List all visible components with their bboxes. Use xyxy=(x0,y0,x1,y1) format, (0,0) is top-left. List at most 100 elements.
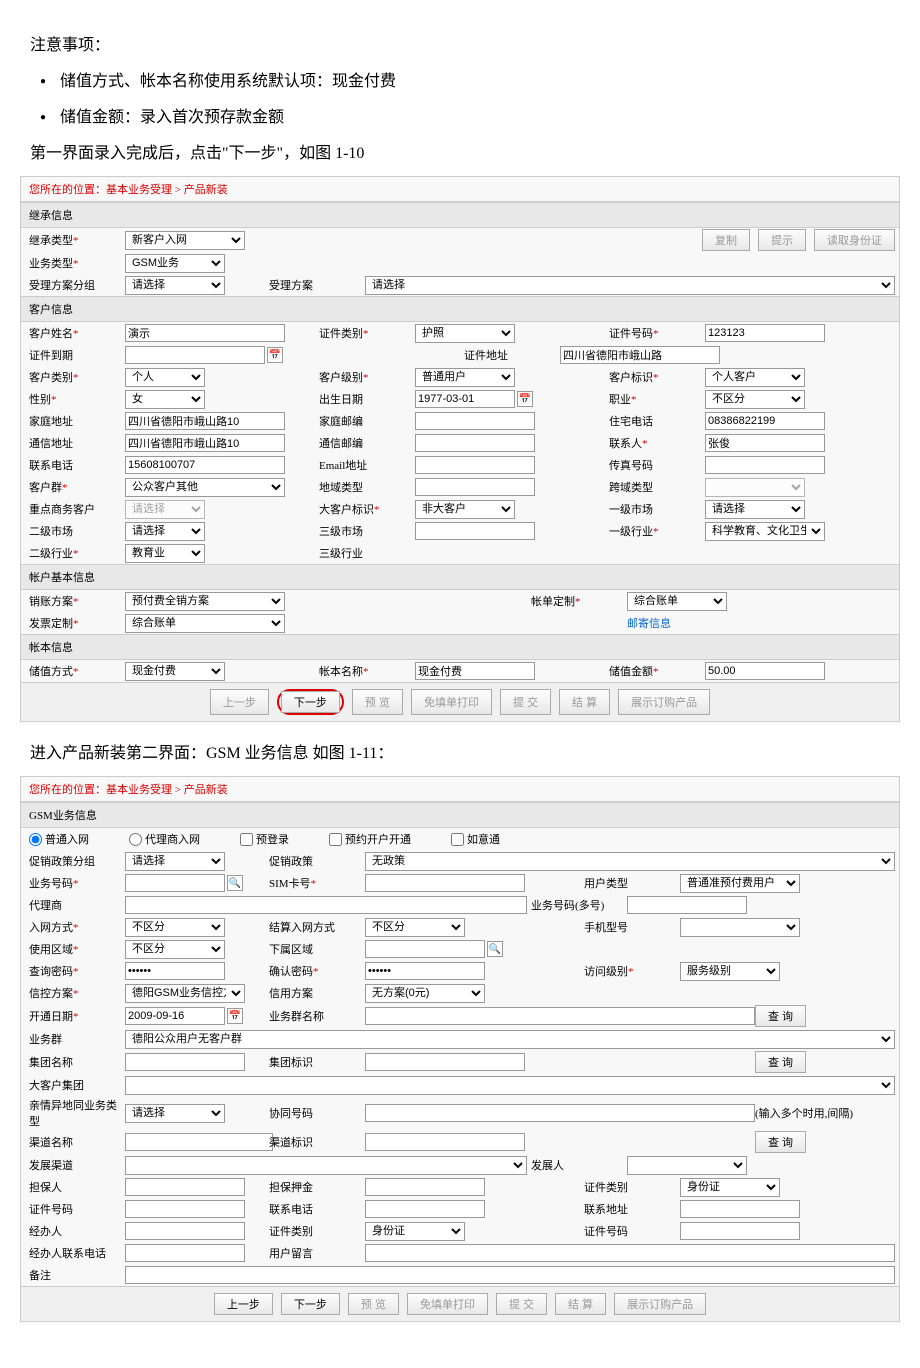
inp-zjdz[interactable] xyxy=(560,346,720,364)
sel-khbs[interactable]: 个人客户 xyxy=(705,368,805,387)
btn-copy[interactable]: 复制 xyxy=(702,229,750,251)
search-icon-2[interactable]: 🔍 xyxy=(487,941,503,957)
inp-khxm[interactable] xyxy=(125,324,285,342)
inp-qdmc[interactable] xyxy=(125,1133,273,1151)
btn-submit-1[interactable]: 提 交 xyxy=(500,689,551,715)
inp-zzdh[interactable] xyxy=(705,412,825,430)
inp-xthm[interactable] xyxy=(365,1104,755,1122)
btn-next-1[interactable]: 下一步 xyxy=(281,691,340,713)
chk-ydl[interactable]: 预登录 xyxy=(240,831,289,847)
inp-lxdz2[interactable] xyxy=(680,1200,800,1218)
radio-dlrw[interactable]: 代理商入网 xyxy=(129,831,200,847)
btn-submit-2[interactable]: 提 交 xyxy=(496,1293,547,1315)
inp-qdbz[interactable] xyxy=(365,1133,525,1151)
inp-jbr[interactable] xyxy=(125,1222,245,1240)
sel-slfafz[interactable]: 请选择 xyxy=(125,276,225,295)
btn-read-id[interactable]: 读取身份证 xyxy=(814,229,895,251)
inp-jtmc[interactable] xyxy=(125,1053,245,1071)
inp-cxmm[interactable] xyxy=(125,962,225,980)
sel-ywq[interactable]: 德阳公众用户无客户群 xyxy=(125,1030,895,1049)
sel-fpdz[interactable]: 综合账单 xyxy=(125,614,285,633)
inp-qrmm[interactable] xyxy=(365,962,485,980)
chk-ryt[interactable]: 如意通 xyxy=(451,831,500,847)
sel-ejhy[interactable]: 教育业 xyxy=(125,544,205,563)
inp-jbrlxdh[interactable] xyxy=(125,1244,245,1262)
sel-sjxh[interactable] xyxy=(680,918,800,937)
btn-preview-2[interactable]: 预 览 xyxy=(348,1293,399,1315)
sel-qqydywlx[interactable]: 请选择 xyxy=(125,1104,225,1123)
btn-show-2[interactable]: 展示订购产品 xyxy=(614,1293,706,1315)
inp-zjhm3[interactable] xyxy=(680,1222,800,1240)
chk-ykhkt[interactable]: 预约开户开通 xyxy=(329,831,411,847)
sel-jclx[interactable]: 新客户入网 xyxy=(125,231,245,250)
sel-zjlb[interactable]: 护照 xyxy=(415,324,515,343)
radio-ptrw[interactable]: 普通入网 xyxy=(29,831,89,847)
inp-jtbz[interactable] xyxy=(365,1053,525,1071)
inp-ktrq[interactable] xyxy=(125,1007,225,1025)
sel-syqy[interactable]: 不区分 xyxy=(125,940,225,959)
sel-ejsc[interactable]: 请选择 xyxy=(125,522,205,541)
inp-dylx[interactable] xyxy=(415,478,535,496)
btn-hint[interactable]: 提示 xyxy=(758,229,806,251)
btn-query-2[interactable]: 查 询 xyxy=(755,1051,806,1073)
sel-khq[interactable]: 公众客户其他 xyxy=(125,478,285,497)
sel-cxzcfz[interactable]: 请选择 xyxy=(125,852,225,871)
link-yjxx[interactable]: 邮寄信息 xyxy=(627,615,671,631)
inp-czhm[interactable] xyxy=(705,456,825,474)
inp-zbmc[interactable] xyxy=(415,662,535,680)
sel-fzqd[interactable] xyxy=(125,1156,527,1175)
btn-prev-1[interactable]: 上一步 xyxy=(210,689,269,715)
sel-zdskh[interactable]: 请选择 xyxy=(125,500,205,519)
inp-lxr[interactable] xyxy=(705,434,825,452)
inp-ywhmdh[interactable] xyxy=(627,896,747,914)
inp-txyb[interactable] xyxy=(415,434,535,452)
sel-kylx[interactable] xyxy=(705,478,805,497)
sel-czfs[interactable]: 现金付费 xyxy=(125,662,225,681)
sel-fzr[interactable] xyxy=(627,1156,747,1175)
sel-rwfs[interactable]: 不区分 xyxy=(125,918,225,937)
inp-email[interactable] xyxy=(415,456,535,474)
inp-simkh[interactable] xyxy=(365,874,525,892)
inp-sjsc[interactable] xyxy=(415,522,535,540)
calendar-icon[interactable]: 📅 xyxy=(267,347,283,363)
inp-yhly[interactable] xyxy=(365,1244,895,1262)
inp-jtdz[interactable] xyxy=(125,412,285,430)
inp-zjhm[interactable] xyxy=(705,324,825,342)
btn-preview-1[interactable]: 预 览 xyxy=(352,689,403,715)
inp-ywhm[interactable] xyxy=(125,874,225,892)
inp-dbr[interactable] xyxy=(125,1178,245,1196)
sel-dkhjt[interactable] xyxy=(125,1076,895,1095)
inp-dbyj[interactable] xyxy=(365,1178,485,1196)
sel-xyfa[interactable]: 无方案(0元) xyxy=(365,984,485,1003)
inp-zjhm2[interactable] xyxy=(125,1200,245,1218)
sel-yjsc[interactable]: 请选择 xyxy=(705,500,805,519)
sel-ywlx[interactable]: GSM业务 xyxy=(125,254,225,273)
btn-show-1[interactable]: 展示订购产品 xyxy=(618,689,710,715)
inp-lxdh2[interactable] xyxy=(365,1200,485,1218)
inp-jtyb[interactable] xyxy=(415,412,535,430)
inp-csrq[interactable] xyxy=(415,390,515,408)
sel-yjhy[interactable]: 科学教育、文化卫生 xyxy=(705,522,825,541)
btn-query-3[interactable]: 查 询 xyxy=(755,1131,806,1153)
sel-zjlb3[interactable]: 身份证 xyxy=(365,1222,465,1241)
btn-query-1[interactable]: 查 询 xyxy=(755,1005,806,1027)
sel-khlb[interactable]: 个人 xyxy=(125,368,205,387)
inp-ywqmc[interactable] xyxy=(365,1007,755,1025)
sel-fwjb[interactable]: 服务级别 xyxy=(680,962,780,981)
btn-print-1[interactable]: 免填单打印 xyxy=(411,689,492,715)
sel-yhlx[interactable]: 普通准预付费用户 xyxy=(680,874,800,893)
inp-dls[interactable] xyxy=(125,896,527,914)
inp-xsqy[interactable] xyxy=(365,940,485,958)
sel-xzfa[interactable]: 预付费全销方案 xyxy=(125,592,285,611)
sel-cxzc[interactable]: 无政策 xyxy=(365,852,895,871)
inp-bz[interactable] xyxy=(125,1266,895,1284)
btn-settle-2[interactable]: 结 算 xyxy=(555,1293,606,1315)
btn-settle-1[interactable]: 结 算 xyxy=(559,689,610,715)
sel-xb[interactable]: 女 xyxy=(125,390,205,409)
calendar-icon-3[interactable]: 📅 xyxy=(227,1008,243,1024)
inp-txdz[interactable] xyxy=(125,434,285,452)
sel-dkhbs[interactable]: 非大客户 xyxy=(415,500,515,519)
inp-lxdh[interactable] xyxy=(125,456,285,474)
sel-jsrwfs[interactable]: 不区分 xyxy=(365,918,465,937)
sel-khjb[interactable]: 普通用户 xyxy=(415,368,515,387)
